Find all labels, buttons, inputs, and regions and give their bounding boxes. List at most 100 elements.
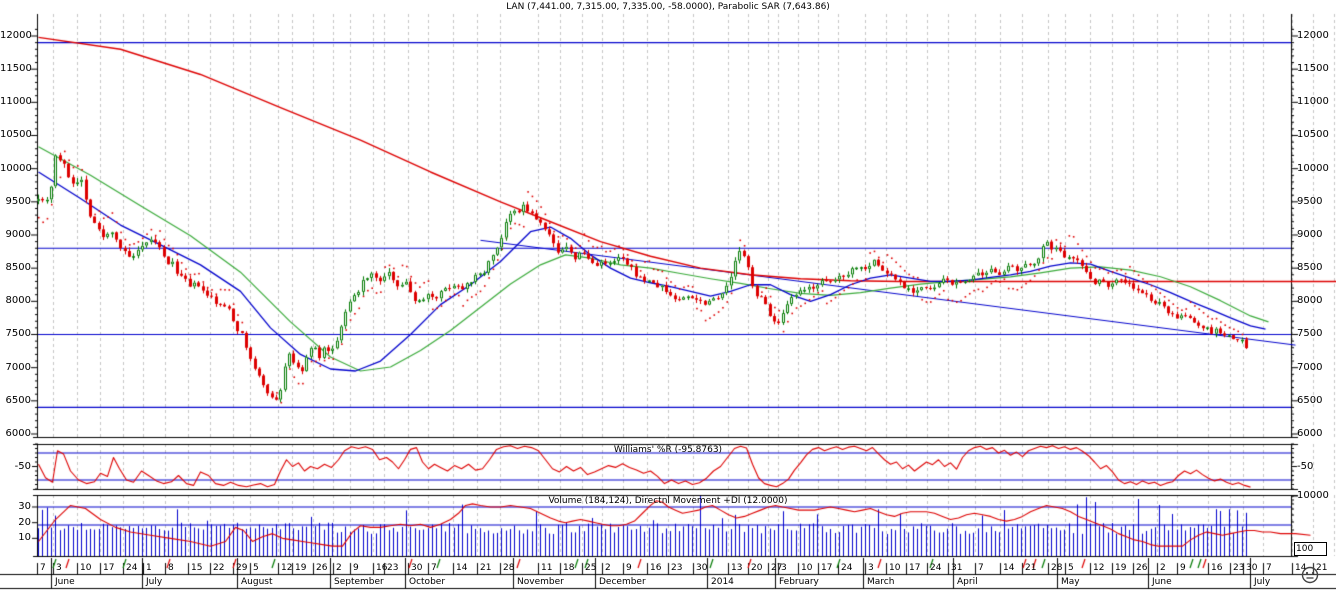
- x-axis-week-label: 30: [411, 563, 423, 573]
- x-axis-week-label: 26: [1136, 563, 1148, 573]
- x-axis-month-label: 2014: [711, 577, 734, 587]
- price-axis-label-right: 6500: [1297, 394, 1323, 406]
- x-axis-week-label: 3: [56, 563, 62, 573]
- x-axis-week-label: 24: [930, 563, 942, 573]
- x-axis-week-label: 10: [80, 563, 92, 573]
- x-axis-month-label: November: [517, 577, 564, 587]
- williams-axis-label-right: -50: [1297, 460, 1314, 472]
- x-axis-week-label: 17: [909, 563, 921, 573]
- x-axis-week-label: 28: [1051, 563, 1063, 573]
- x-axis-week-label: 14: [1003, 563, 1015, 573]
- x-axis-week-label: 16: [650, 563, 662, 573]
- price-axis-label-left: 12000: [0, 30, 32, 41]
- x-axis-week-label: 18: [563, 563, 575, 573]
- x-axis-week-label: 2: [1160, 563, 1166, 573]
- price-axis-label-right: 6000: [1297, 427, 1323, 439]
- x-axis-week-label: 16: [376, 563, 388, 573]
- price-axis-label-left: 10000: [0, 162, 32, 174]
- x-axis-month-label: June: [55, 577, 75, 587]
- x-axis-week-label: 14: [456, 563, 468, 573]
- price-axis-label-right: 10500: [1297, 129, 1329, 141]
- x-axis-week-label: 2: [605, 563, 611, 573]
- price-axis-label-left: 11500: [0, 63, 32, 75]
- x-axis-week-label: 30: [696, 563, 708, 573]
- price-axis-label-left: 8000: [5, 295, 31, 307]
- x-axis-week-label: 11: [541, 563, 553, 573]
- x-axis-week-label: 28: [503, 563, 515, 573]
- williams-panel-title: Williams' %R (-95.8763): [613, 445, 723, 455]
- price-axis-label-left: 9500: [5, 195, 31, 207]
- x-axis-week-label: 20: [751, 563, 763, 573]
- price-axis-label-right: 9500: [1297, 195, 1323, 207]
- volume-scale-box: 100: [1294, 542, 1327, 556]
- williams-axis-label-left: -50: [14, 460, 31, 472]
- x-axis-week-label: 24: [126, 563, 138, 573]
- x-axis-week-label: 21: [1025, 563, 1037, 573]
- price-axis-label-left: 9000: [5, 228, 31, 240]
- price-axis-label-right: 10000: [1297, 162, 1329, 174]
- x-axis-week-label: 25: [585, 563, 597, 573]
- price-axis-label-right: 11500: [1297, 63, 1329, 75]
- x-axis-week-label: 21: [480, 563, 492, 573]
- x-axis-month-label: September: [334, 577, 384, 587]
- x-axis-week-label: 29: [236, 563, 248, 573]
- price-axis-label-right: 12000: [1297, 30, 1329, 41]
- x-axis-week-label: 17: [821, 563, 833, 573]
- x-axis-week-label: 10: [801, 563, 813, 573]
- x-axis-week-label: 1: [146, 563, 152, 573]
- x-axis-week-label: 23: [387, 563, 399, 573]
- price-axis-label-right: 9000: [1297, 228, 1323, 240]
- x-axis-week-label: 19: [1115, 563, 1127, 573]
- x-axis-month-label: April: [957, 577, 978, 587]
- chart-title: LAN (7,441.00, 7,315.00, 7,335.00, -58.0…: [506, 2, 830, 12]
- price-axis-label-left: 7000: [5, 361, 31, 373]
- volume-axis-label: 10000: [1297, 490, 1329, 501]
- x-axis-month-label: June: [1152, 577, 1172, 587]
- x-axis-week-label: 8: [168, 563, 174, 573]
- price-axis-label-right: 8000: [1297, 295, 1323, 307]
- price-axis-label-right: 7500: [1297, 328, 1323, 340]
- x-axis-month-label: March: [867, 577, 895, 587]
- x-axis-week-label: 9: [1180, 563, 1186, 573]
- x-axis-week-label: 2: [336, 563, 342, 573]
- x-axis-month-label: February: [779, 577, 819, 587]
- x-axis-month-label: July: [146, 577, 163, 587]
- x-axis-week-label: 3: [781, 563, 787, 573]
- x-axis-week-label: 27: [771, 563, 783, 573]
- volume-di-panel-title: Volume (184,124), Directnl Movement +DI …: [548, 496, 788, 506]
- x-axis-week-label: 24: [841, 563, 853, 573]
- price-axis-label-left: 11000: [0, 96, 32, 108]
- di-axis-label: 10: [18, 532, 31, 544]
- x-axis-week-label: 17: [103, 563, 115, 573]
- x-axis-week-label: 26: [316, 563, 328, 573]
- x-axis-week-label: 9: [626, 563, 632, 573]
- x-axis-week-label: 5: [253, 563, 259, 573]
- x-axis-week-label: 5: [1068, 563, 1074, 573]
- x-axis-week-label: 12: [1093, 563, 1105, 573]
- x-axis-week-label: 19: [295, 563, 307, 573]
- price-axis-label-left: 6500: [5, 394, 31, 406]
- x-axis-week-label: 10: [889, 563, 901, 573]
- expert-neutral-face-icon: [1301, 566, 1319, 584]
- x-axis-week-label: 14: [1295, 563, 1307, 573]
- x-axis-week-label: 21: [1316, 563, 1328, 573]
- price-axis-label-left: 7500: [5, 328, 31, 340]
- price-axis-label-left: 6000: [5, 427, 31, 439]
- x-axis-week-label: 7: [1266, 563, 1272, 573]
- price-axis-label-right: 11000: [1297, 96, 1329, 108]
- x-axis-week-label: 23: [671, 563, 683, 573]
- price-axis-label-right: 7000: [1297, 361, 1323, 373]
- x-axis-month-label: October: [409, 577, 446, 587]
- x-axis-week-label: 7: [431, 563, 437, 573]
- price-axis-label-right: 8500: [1297, 262, 1323, 274]
- x-axis-week-label: 7: [978, 563, 984, 573]
- x-axis-month-label: December: [599, 577, 646, 587]
- x-axis-month-label: July: [1254, 577, 1271, 587]
- x-axis-week-label: 22: [213, 563, 225, 573]
- price-axis-label-left: 10500: [0, 129, 32, 141]
- x-axis-week-label: 16: [1211, 563, 1223, 573]
- x-axis-month-label: August: [241, 577, 273, 587]
- price-axis-label-left: 8500: [5, 262, 31, 274]
